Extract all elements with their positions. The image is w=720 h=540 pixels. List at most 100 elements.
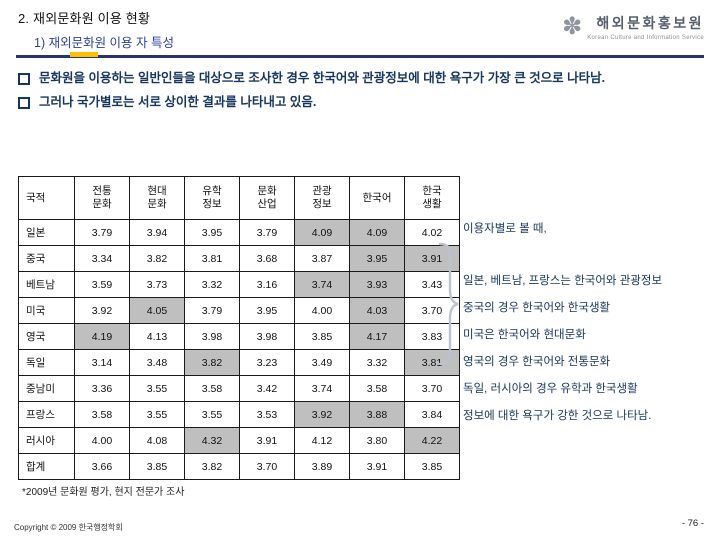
- table-cell: 3.80: [349, 427, 405, 454]
- column-header: 전통 문화: [74, 176, 130, 220]
- table-cell: 3.91: [239, 427, 295, 454]
- annotation-line: 미국은 한국어와 현대문화: [463, 329, 586, 341]
- table-cell: 3.48: [129, 349, 185, 376]
- square-bullet-icon: [18, 73, 30, 85]
- bullet-text: 문화원을 이용하는 일반인들을 대상으로 조사한 경우 한국어와 관광정보에 대…: [39, 71, 606, 85]
- table-cell: 3.87: [294, 245, 350, 272]
- logo-tagline: Korean Culture and Information Service: [587, 35, 704, 41]
- table-cell: 3.68: [239, 245, 295, 272]
- table-cell: 3.85: [404, 453, 460, 480]
- table-row: 영국 4.19 4.13 3.98 3.98 3.85 4.17 3.83: [18, 323, 460, 350]
- table-cell: 3.58: [74, 401, 130, 428]
- table-cell: 3.92: [74, 297, 130, 324]
- table-cell: 3.84: [404, 401, 460, 428]
- bullet-list: 문화원을 이용하는 일반인들을 대상으로 조사한 경우 한국어와 관광정보에 대…: [18, 70, 678, 118]
- table-cell: 4.32: [184, 427, 240, 454]
- table-row: 중남미 3.36 3.55 3.58 3.42 3.74 3.58 3.70: [18, 375, 460, 402]
- annotation-line: 영국의 경우 한국어와 전통문화: [463, 356, 611, 368]
- flower-asterisk-icon: ✽: [562, 13, 583, 40]
- table-cell: 3.74: [294, 271, 350, 298]
- table-cell: 4.02: [404, 219, 460, 246]
- table-cell: 3.79: [239, 219, 295, 246]
- logo-name: 해외문화홍보원: [596, 15, 704, 31]
- logo-text: 해외문화홍보원 Korean Culture and Information S…: [587, 13, 704, 41]
- bullet-item: 그러나 국가별로는 서로 상이한 결과를 나타내고 있음.: [18, 94, 678, 111]
- column-header: 한국어: [349, 176, 405, 220]
- bullet-text: 그러나 국가별로는 서로 상이한 결과를 나타내고 있음.: [39, 95, 317, 109]
- table-cell: 4.12: [294, 427, 350, 454]
- table-cell: 3.92: [294, 401, 350, 428]
- title-divider-accent: [70, 52, 98, 57]
- table-cell: 3.82: [184, 453, 240, 480]
- table-cell: 4.03: [349, 297, 405, 324]
- table-row: 프랑스 3.58 3.55 3.55 3.53 3.92 3.88 3.84: [18, 401, 460, 428]
- table-body: 일본 3.79 3.94 3.95 3.79 4.09 4.09 4.02 중국 3.34 3.82…: [18, 219, 460, 480]
- table-cell: 3.82: [129, 245, 185, 272]
- title-block: 2. 재외문화원 이용 현황 1) 재외문화원 이용 자 특성: [18, 8, 174, 51]
- table-cell: 3.94: [129, 219, 185, 246]
- row-label: 독일: [18, 349, 75, 376]
- table-row: 합계 3.66 3.85 3.82 3.70 3.89 3.91 3.85: [18, 453, 460, 480]
- table-cell: 3.82: [184, 349, 240, 376]
- copyright: Copyright © 2009 한국행정학회: [14, 523, 123, 532]
- table-cell: 3.95: [239, 297, 295, 324]
- row-label: 러시아: [18, 427, 75, 454]
- row-label: 프랑스: [18, 401, 75, 428]
- row-label: 중국: [18, 245, 75, 272]
- table-row: 일본 3.79 3.94 3.95 3.79 4.09 4.09 4.02: [18, 219, 460, 246]
- table-cell: 3.74: [294, 375, 350, 402]
- square-bullet-icon: [18, 97, 30, 109]
- table-cell: 3.49: [294, 349, 350, 376]
- table-cell: 4.08: [129, 427, 185, 454]
- row-label: 합계: [18, 453, 75, 480]
- column-header: 한국 생활: [404, 176, 460, 220]
- row-label: 영국: [18, 323, 75, 350]
- table-row: 러시아 4.00 4.08 4.32 3.91 4.12 3.80 4.22: [18, 427, 460, 454]
- org-logo: ✽ 해외문화홍보원 Korean Culture and Information…: [562, 13, 704, 42]
- table-cell: 3.73: [129, 271, 185, 298]
- table-cell: 3.70: [404, 375, 460, 402]
- bullet-item: 문화원을 이용하는 일반인들을 대상으로 조사한 경우 한국어와 관광정보에 대…: [18, 70, 678, 87]
- table-cell: 3.55: [129, 401, 185, 428]
- page-number: - 76 -: [681, 518, 704, 529]
- table-cell: 4.17: [349, 323, 405, 350]
- table-row: 베트남 3.59 3.73 3.32 3.16 3.74 3.93 3.43: [18, 271, 460, 298]
- row-label: 일본: [18, 219, 75, 246]
- page-title: 2. 재외문화원 이용 현황: [18, 11, 151, 26]
- table-cell: 3.85: [294, 323, 350, 350]
- table-cell: 3.79: [184, 297, 240, 324]
- table-cell: 4.19: [74, 323, 130, 350]
- table-cell: 3.34: [74, 245, 130, 272]
- right-brace-shape: [438, 242, 459, 366]
- table-cell: 3.98: [239, 323, 295, 350]
- footnote: *2009년 문화원 평가, 현지 전문가 조사: [22, 487, 185, 498]
- table-cell: 3.53: [239, 401, 295, 428]
- table-cell: 3.58: [349, 375, 405, 402]
- table-row: 중국 3.34 3.82 3.81 3.68 3.87 3.95 3.91: [18, 245, 460, 272]
- table-header-row: 국적 전통 문화 현대 문화 유학 정보 문화 산업 관광 정보 한국어 한국 생활: [18, 176, 460, 220]
- table-cell: 3.23: [239, 349, 295, 376]
- annotation-list: 이용자별로 볼 때, 일본, 베트남, 프랑스는 한국어와 관광정보 중국의 경…: [463, 216, 662, 430]
- table-cell: 3.89: [294, 453, 350, 480]
- survey-table: 국적 전통 문화 현대 문화 유학 정보 문화 산업 관광 정보 한국어 한국 생활 일본 3.…: [18, 176, 460, 480]
- column-header: 현대 문화: [129, 176, 185, 220]
- table-cell: 3.70: [239, 453, 295, 480]
- table-cell: 4.05: [129, 297, 185, 324]
- table-cell: 3.36: [74, 375, 130, 402]
- column-header: 유학 정보: [184, 176, 240, 220]
- table-cell: 3.32: [349, 349, 405, 376]
- table-cell: 4.09: [349, 219, 405, 246]
- table-cell: 3.42: [239, 375, 295, 402]
- title-divider: [16, 55, 704, 58]
- table-cell: 3.79: [74, 219, 130, 246]
- table-row: 독일 3.14 3.48 3.82 3.23 3.49 3.32 3.81: [18, 349, 460, 376]
- table-cell: 3.93: [349, 271, 405, 298]
- table-cell: 3.95: [349, 245, 405, 272]
- column-header: 국적: [18, 176, 75, 220]
- row-label: 베트남: [18, 271, 75, 298]
- table-cell: 4.13: [129, 323, 185, 350]
- table-cell: 3.59: [74, 271, 130, 298]
- annotation-line: 이용자별로 볼 때,: [463, 223, 547, 235]
- table-cell: 3.95: [184, 219, 240, 246]
